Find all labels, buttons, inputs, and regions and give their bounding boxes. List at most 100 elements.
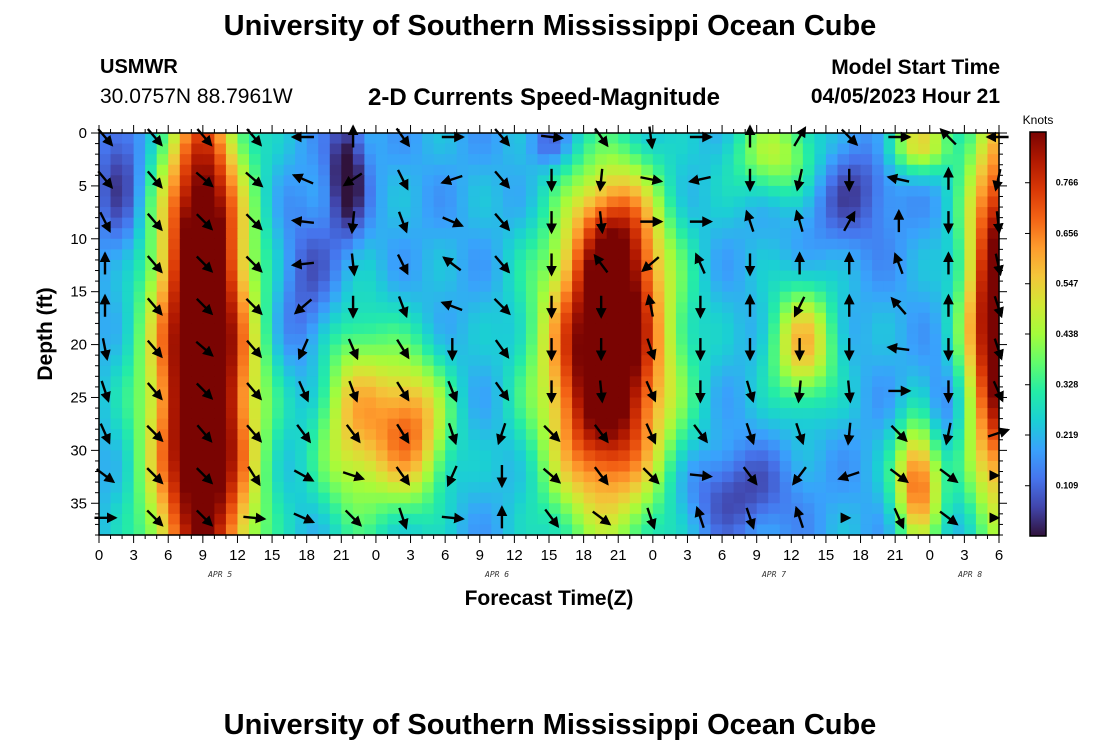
heatmap-cell — [906, 524, 919, 536]
heatmap-cell — [272, 418, 285, 430]
heatmap-cell — [168, 418, 181, 430]
heatmap-cell — [802, 175, 815, 187]
heatmap-cell — [133, 154, 146, 166]
heatmap-cell — [964, 312, 977, 325]
heatmap-cell — [964, 355, 977, 367]
heatmap-cell — [202, 185, 215, 198]
heatmap-cell — [860, 270, 873, 282]
heatmap-cell — [906, 270, 919, 282]
heatmap-cell — [249, 492, 262, 504]
heatmap-cell — [110, 513, 123, 526]
heatmap-cell — [364, 281, 377, 293]
heatmap-cell — [502, 492, 515, 504]
heatmap-cell — [502, 429, 515, 441]
heatmap-cell — [583, 376, 596, 388]
heatmap-cell — [179, 259, 192, 272]
heatmap-cell — [745, 185, 758, 198]
heatmap-cell — [872, 249, 885, 261]
heatmap-cell — [329, 386, 342, 399]
heatmap-cell — [675, 429, 689, 441]
heatmap-cell — [952, 492, 965, 504]
heatmap-cell — [306, 503, 319, 515]
heatmap-cell — [618, 154, 631, 166]
heatmap-cell — [768, 471, 781, 483]
heatmap-cell — [525, 323, 539, 335]
heatmap-cell — [433, 164, 446, 176]
heatmap-cell — [756, 228, 769, 240]
heatmap-cell — [756, 429, 769, 441]
heatmap-cell — [468, 503, 481, 515]
heatmap-cell — [341, 355, 354, 367]
heatmap-cell — [952, 238, 965, 250]
heatmap-cell — [283, 450, 296, 462]
heatmap-cell — [110, 397, 123, 409]
heatmap-cell — [906, 439, 919, 451]
heatmap-cell — [110, 460, 123, 473]
current-arrow — [793, 168, 805, 192]
current-arrow — [146, 509, 164, 527]
heatmap-cell — [479, 386, 492, 399]
heatmap-cell — [214, 429, 227, 441]
heatmap-cell — [883, 185, 896, 198]
heatmap-cell — [918, 513, 931, 526]
heatmap-cell — [341, 270, 354, 282]
heatmap-cell — [825, 302, 839, 314]
heatmap-cell — [572, 365, 585, 377]
heatmap-cell — [802, 450, 815, 462]
heatmap-cell — [306, 133, 319, 145]
heatmap-cell — [341, 344, 354, 356]
heatmap-cell — [295, 207, 308, 219]
heatmap-cell — [110, 217, 123, 229]
heatmap-cell — [664, 154, 677, 166]
heatmap-cell — [468, 270, 481, 282]
heatmap-cell — [456, 524, 469, 536]
current-arrow — [795, 422, 806, 446]
heatmap-cell — [860, 259, 873, 272]
heatmap-cell — [422, 312, 435, 325]
heatmap-cell — [675, 524, 689, 536]
heatmap-cell — [583, 439, 596, 451]
heatmap-cell — [352, 450, 365, 462]
heatmap-cell — [410, 207, 423, 219]
heatmap-cell — [814, 291, 827, 303]
heatmap-cell — [456, 249, 469, 261]
heatmap-cell — [272, 429, 285, 441]
heatmap-cell — [399, 397, 412, 409]
heatmap-cell — [341, 281, 354, 293]
heatmap-cell — [756, 503, 769, 515]
heatmap-cell — [560, 397, 573, 409]
heatmap-cell — [987, 302, 1000, 314]
heatmap-cell — [572, 133, 585, 145]
current-arrow — [243, 512, 267, 524]
heatmap-cell — [122, 513, 135, 526]
heatmap-cell — [445, 164, 458, 176]
heatmap-cell — [329, 355, 342, 367]
heatmap-cell — [952, 524, 965, 536]
heatmap-cell — [306, 376, 319, 388]
heatmap-cell — [352, 503, 365, 515]
heatmap-cell — [318, 439, 331, 451]
heatmap-cell — [652, 249, 665, 261]
heatmap-cell — [283, 503, 296, 515]
heatmap-cell — [110, 133, 123, 145]
heatmap-cell — [491, 439, 504, 451]
heatmap-cell — [514, 408, 527, 420]
heatmap-cell — [306, 185, 319, 198]
heatmap-cell — [283, 249, 296, 261]
heatmap-cell — [491, 365, 504, 377]
current-arrow — [296, 424, 312, 444]
heatmap-cell — [918, 270, 931, 282]
heatmap-cell — [606, 503, 619, 515]
heatmap-cell — [145, 344, 158, 356]
heatmap-cell — [802, 291, 815, 303]
heatmap-cell — [399, 185, 412, 198]
current-arrow — [939, 468, 959, 484]
heatmap-cell — [514, 334, 527, 346]
current-arrow — [544, 508, 560, 528]
heatmap-cell — [479, 185, 492, 198]
heatmap-cell — [445, 492, 458, 504]
heatmap-cell — [145, 185, 158, 198]
heatmap-cell — [237, 302, 250, 314]
heatmap-cell — [133, 376, 146, 388]
heatmap-cell — [675, 281, 689, 293]
